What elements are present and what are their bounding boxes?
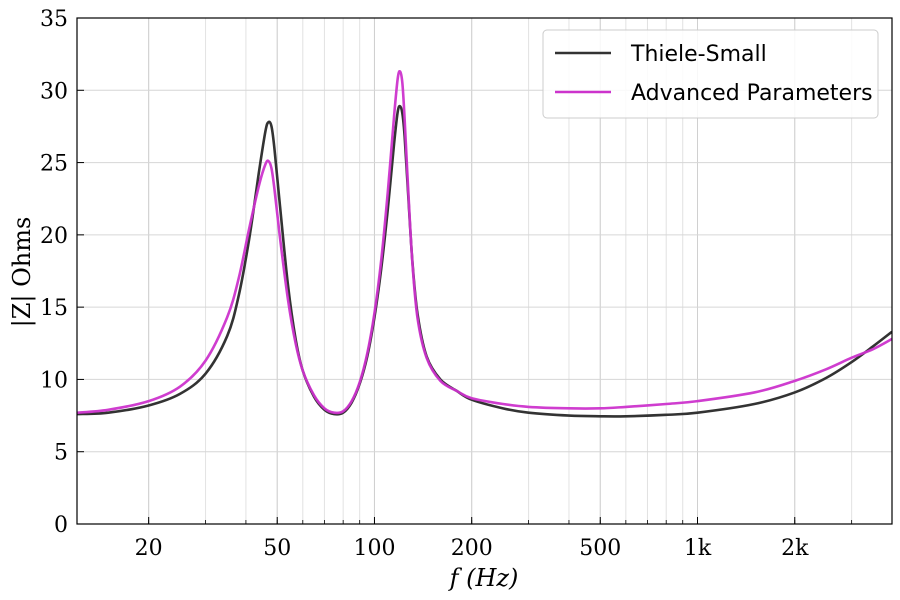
y-axis-label: |Z| Ohms — [8, 217, 37, 328]
chart-legend: Thiele-Small Advanced Parameters — [542, 29, 879, 119]
chart-ticks: 20 50 100 200 500 1k 2k 0 5 10 15 20 25 30 35 — [40, 7, 853, 561]
y-tick-label: 35 — [40, 7, 68, 32]
x-tick-label: 2k — [781, 536, 809, 561]
y-tick-label: 25 — [40, 152, 68, 177]
y-tick-label: 15 — [40, 296, 68, 321]
legend-label-thiele-small: Thiele-Small — [630, 42, 767, 67]
series-line-advanced-parameters — [77, 69, 892, 415]
legend-label-advanced-parameters: Advanced Parameters — [631, 81, 873, 106]
x-tick-label: 1k — [684, 536, 712, 561]
y-tick-label: 5 — [54, 441, 68, 466]
x-tick-label: 500 — [579, 536, 621, 561]
y-tick-label: 20 — [40, 224, 68, 249]
plot-frame — [76, 17, 893, 525]
y-tick-label: 30 — [40, 79, 68, 104]
chart-series — [77, 69, 892, 418]
y-tick-label: 0 — [54, 513, 68, 538]
x-tick-label: 50 — [263, 536, 291, 561]
x-tick-label: 100 — [353, 536, 395, 561]
x-tick-label: 200 — [451, 536, 493, 561]
x-axis-label: f (Hz) — [448, 564, 519, 592]
y-tick-label: 10 — [40, 368, 68, 393]
legend-box — [542, 29, 879, 119]
x-tick-label: 20 — [135, 536, 163, 561]
